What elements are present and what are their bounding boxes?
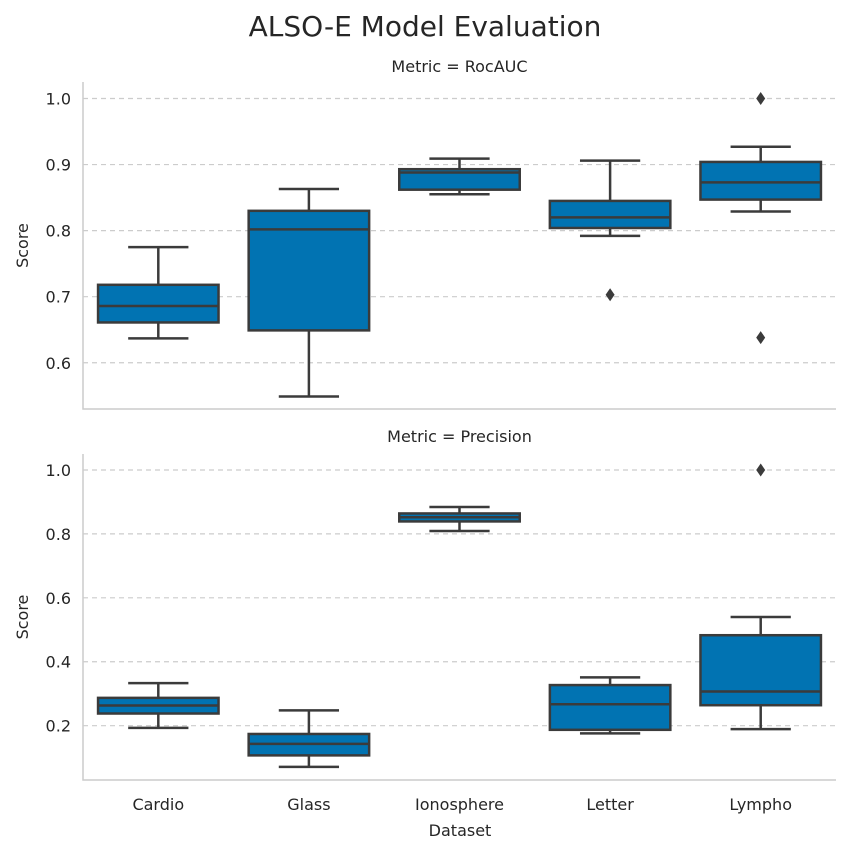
y-tick-label: 1.0 [46,461,71,480]
y-axis-label: Score [13,595,32,640]
y-tick-label: 0.4 [46,653,71,672]
iqr-box [548,199,672,230]
iqr-box [699,160,823,201]
iqr-box [548,683,672,732]
iqr-box [699,633,823,707]
y-tick-label: 0.8 [46,222,71,241]
outlier-marker [756,331,766,345]
panel-title: Metric = Precision [387,427,532,446]
box-ionosphere [398,505,521,533]
outlier-marker [605,288,615,302]
outlier-marker [756,463,766,477]
panel-2: Metric = Precision 0.2 0.4 0.6 0.8 1.0 Score [13,427,836,781]
x-tick-label: Letter [586,795,634,814]
iqr-box [398,167,521,191]
box-letter [548,676,672,735]
box-lympho [699,92,823,345]
box-glass [247,709,371,769]
y-tick-label: 0.2 [46,717,71,736]
x-tick-label: Ionosphere [415,795,504,814]
iqr-box [96,283,220,324]
box-ionosphere [398,157,521,196]
box-letter [548,159,672,302]
y-tick-label: 0.6 [46,354,71,373]
box-cardio [96,681,220,730]
y-tick-label: 0.6 [46,589,71,608]
figure-title: ALSO-E Model Evaluation [249,10,602,43]
box-cardio [96,245,220,340]
x-tick-label: Lympho [729,795,792,814]
y-tick-label: 0.9 [46,156,71,175]
y-tick-label: 0.8 [46,525,71,544]
y-tick-label: 1.0 [46,90,71,109]
x-axis-label: Dataset [429,821,492,840]
x-tick-label: Glass [287,795,330,814]
iqr-box [247,209,371,332]
box-glass [247,187,371,398]
panel-1: Metric = RocAUC 0.6 0.7 0.8 0.9 1.0 Score [13,57,836,410]
panel-title: Metric = RocAUC [391,57,527,76]
x-tick-label: Cardio [132,795,184,814]
axes-spine [82,454,836,781]
box-lympho [699,463,823,731]
y-axis-label: Score [13,223,32,268]
outlier-marker [756,92,766,106]
y-tick-label: 0.7 [46,288,71,307]
axes-spine [82,82,836,410]
